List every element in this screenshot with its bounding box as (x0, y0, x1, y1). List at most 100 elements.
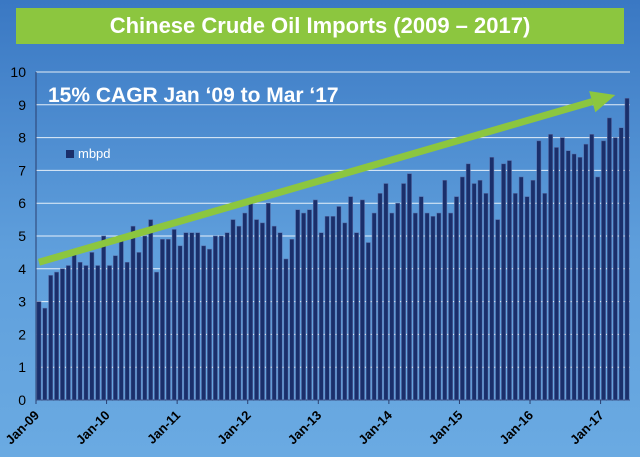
y-tick-label: 3 (18, 294, 26, 310)
bar (612, 137, 618, 401)
bar (365, 242, 371, 401)
y-tick-label: 7 (18, 162, 26, 178)
bar (395, 202, 401, 401)
bar (401, 183, 406, 401)
bar (465, 163, 471, 401)
bar (383, 183, 389, 401)
bar (607, 117, 612, 401)
bar (554, 147, 559, 401)
bar (536, 140, 542, 401)
bar (65, 265, 71, 401)
bar (324, 216, 330, 401)
bar (377, 193, 383, 401)
bar (142, 235, 148, 401)
bar (318, 232, 324, 401)
bar (336, 206, 342, 401)
bar (424, 212, 430, 401)
bar (595, 176, 601, 401)
bar (107, 265, 112, 401)
y-tick-label: 2 (18, 326, 26, 342)
bar (601, 140, 606, 401)
bar (242, 212, 248, 401)
bar (518, 176, 524, 401)
bar (407, 173, 412, 401)
bar (501, 163, 506, 401)
bar (113, 255, 118, 401)
bar (54, 271, 59, 401)
bar (136, 252, 142, 401)
bar (583, 143, 589, 401)
bar (624, 97, 630, 401)
bar (454, 196, 459, 401)
bar (371, 212, 377, 401)
legend-swatch-mbpd (66, 149, 74, 158)
bar (289, 239, 295, 401)
bar (618, 127, 624, 401)
bar (312, 199, 318, 401)
bar (307, 209, 312, 401)
bar (183, 232, 189, 401)
bar (195, 232, 201, 401)
y-tick-label: 9 (18, 97, 26, 113)
x-tick-label: Jan-17 (567, 408, 607, 448)
bar (354, 232, 359, 401)
x-tick-label: Jan-11 (144, 408, 183, 447)
bar (165, 239, 171, 401)
bar (283, 258, 289, 401)
bar (348, 196, 354, 401)
bar (571, 153, 577, 401)
legend-label-mbpd: mbpd (78, 146, 111, 161)
bar (430, 216, 436, 401)
y-tick-label: 8 (18, 130, 26, 146)
x-tick-label: Jan-16 (496, 408, 536, 448)
bar (201, 245, 206, 401)
bar (118, 239, 124, 401)
chart-title: Chinese Crude Oil Imports (2009 – 2017) (109, 13, 531, 38)
bar (36, 301, 42, 401)
bar (236, 225, 242, 401)
y-tick-label: 5 (18, 228, 26, 244)
chart-legend: mbpd (66, 146, 111, 161)
bar (295, 209, 301, 401)
cagr-annotation: 15% CAGR Jan ‘09 to Mar ‘17 (48, 84, 339, 107)
bar (213, 235, 218, 401)
bar (271, 225, 277, 401)
bar (330, 216, 336, 401)
y-tick-label: 6 (18, 195, 26, 211)
title-banner: Chinese Crude Oil Imports (2009 – 2017) (16, 8, 624, 44)
bar (207, 248, 212, 401)
bar (171, 229, 177, 401)
bar (483, 193, 489, 401)
bar (418, 196, 424, 401)
bar (101, 235, 107, 401)
bar (507, 160, 512, 401)
bar (577, 157, 583, 401)
bar (77, 261, 83, 401)
x-tick-label: Jan-12 (214, 408, 254, 448)
bar (265, 202, 271, 401)
bar (89, 252, 95, 401)
bar (224, 232, 230, 401)
bar (565, 150, 571, 401)
bar (130, 225, 136, 401)
bar (489, 157, 495, 401)
bar (124, 261, 130, 401)
bar (95, 265, 101, 401)
y-tick-label: 10 (10, 64, 26, 80)
bar (177, 245, 183, 401)
bar (301, 212, 306, 401)
bar (71, 248, 77, 401)
bar (277, 232, 283, 401)
trend-arrow-head (589, 91, 616, 113)
bar (530, 179, 536, 401)
bar (542, 193, 548, 401)
bar (360, 199, 365, 401)
bar (495, 219, 501, 401)
bar (548, 134, 553, 401)
bar (48, 275, 54, 401)
bar (160, 239, 165, 401)
bar (559, 137, 565, 401)
bar (60, 268, 65, 401)
y-tick-label: 4 (18, 261, 26, 277)
